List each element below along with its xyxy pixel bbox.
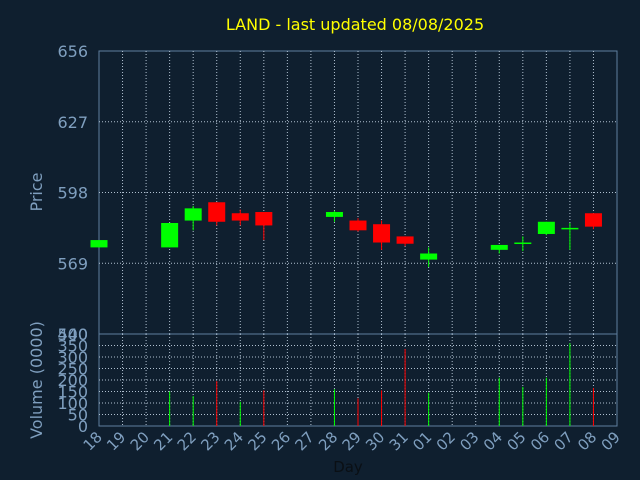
price-panel: 656 627 598 569 540 Price	[27, 42, 618, 344]
volume-axis-label: Volume (0000)	[27, 321, 46, 439]
price-tick-label: 540	[57, 325, 88, 344]
volume-tick-label: 350	[57, 337, 88, 356]
volume-tick-label: 400	[57, 325, 88, 344]
volume-bars	[169, 343, 594, 426]
price-tick-label: 569	[57, 254, 88, 273]
chart-title: LAND - last updated 08/08/2025	[226, 15, 484, 34]
volume-tick-label: 200	[57, 371, 88, 390]
candle-body	[184, 208, 202, 221]
candle-body	[584, 213, 602, 227]
candle-body	[490, 244, 508, 250]
price-tick-label: 598	[57, 184, 88, 203]
candle-body	[537, 221, 555, 234]
price-y-ticks: 656 627 598 569 540	[57, 42, 88, 344]
candle-body	[349, 220, 367, 231]
candle-body	[325, 212, 343, 217]
candle-body	[161, 222, 179, 248]
x-axis-ticks: 1819202122232425262728293031010203040506…	[80, 428, 624, 454]
candle-body	[514, 242, 532, 245]
price-tick-label: 627	[57, 113, 88, 132]
volume-tick-label: 150	[57, 383, 88, 402]
candle-body	[231, 213, 249, 221]
candle-body	[373, 224, 391, 243]
volume-tick-label: 250	[57, 360, 88, 379]
x-axis-label: Day	[333, 458, 363, 476]
price-tick-label: 656	[57, 42, 88, 61]
candle-body	[208, 202, 226, 222]
volume-tick-label: 50	[68, 406, 88, 425]
candle-body	[420, 253, 438, 260]
price-grid	[99, 51, 617, 334]
volume-tick-label: 0	[78, 417, 88, 436]
candles	[90, 202, 602, 267]
candle-body	[255, 212, 273, 226]
volume-tick-label: 100	[57, 394, 88, 413]
price-axis-label: Price	[27, 172, 46, 211]
volume-tick-label: 300	[57, 348, 88, 367]
candle-body	[396, 236, 414, 244]
candle-body	[90, 240, 108, 248]
candle-body	[561, 227, 579, 230]
